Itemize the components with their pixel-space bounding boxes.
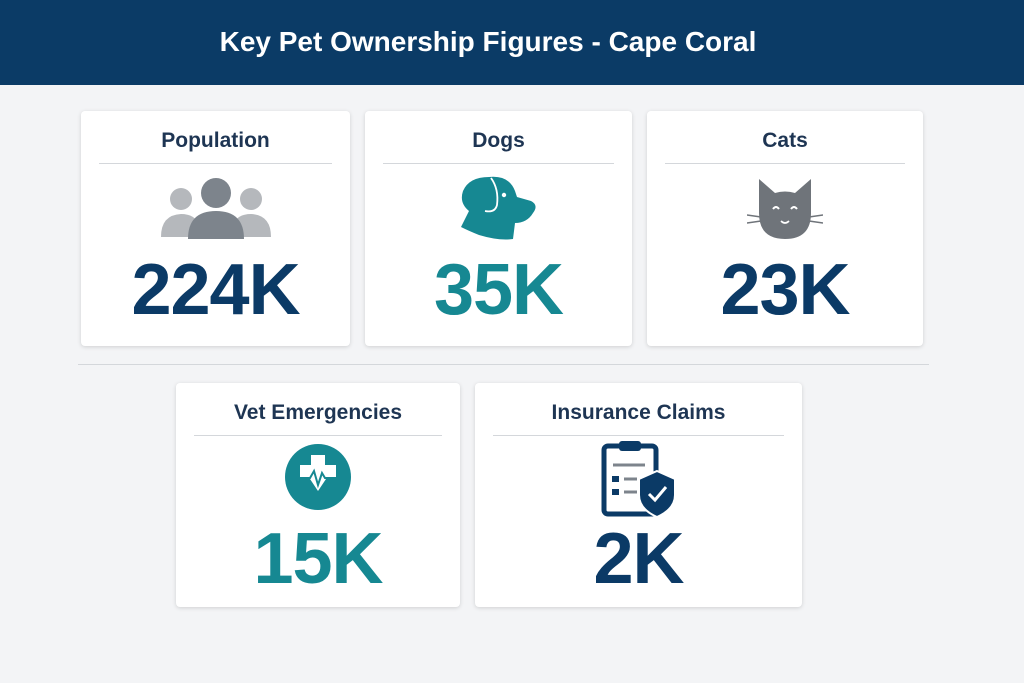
card-value: 15K — [253, 519, 383, 599]
row-divider — [78, 364, 929, 365]
medical-cross-heartbeat-icon — [285, 444, 351, 510]
card-label: Insurance Claims — [551, 401, 726, 424]
card-insurance-claims: Insurance Claims 2K — [475, 383, 802, 607]
page-title: Key Pet Ownership Figures - Cape Coral — [219, 26, 757, 57]
cat-icon — [747, 179, 823, 239]
card-label: Vet Emergencies — [233, 401, 403, 424]
card-dogs: Dogs 35K — [365, 111, 632, 346]
card-label: Population — [161, 129, 270, 152]
card-label: Dogs — [472, 129, 525, 152]
divider — [493, 435, 784, 436]
divider — [99, 163, 332, 164]
divider — [194, 435, 442, 436]
card-cats: Cats 23K — [647, 111, 923, 346]
divider — [383, 163, 614, 164]
people-icon — [160, 178, 271, 239]
header-bar: Key Pet Ownership Figures - Cape Coral — [0, 0, 1024, 85]
card-value: 35K — [433, 250, 564, 330]
card-value: 2K — [593, 519, 684, 599]
dog-icon — [460, 176, 536, 240]
divider — [665, 163, 905, 164]
card-value: 23K — [720, 250, 850, 330]
clipboard-shield-icon — [601, 441, 676, 519]
card-vet-emergencies: Vet Emergencies 15K — [176, 383, 460, 607]
card-population: Population 224K — [81, 111, 350, 346]
card-value: 224K — [131, 250, 300, 330]
card-label: Cats — [762, 129, 808, 152]
